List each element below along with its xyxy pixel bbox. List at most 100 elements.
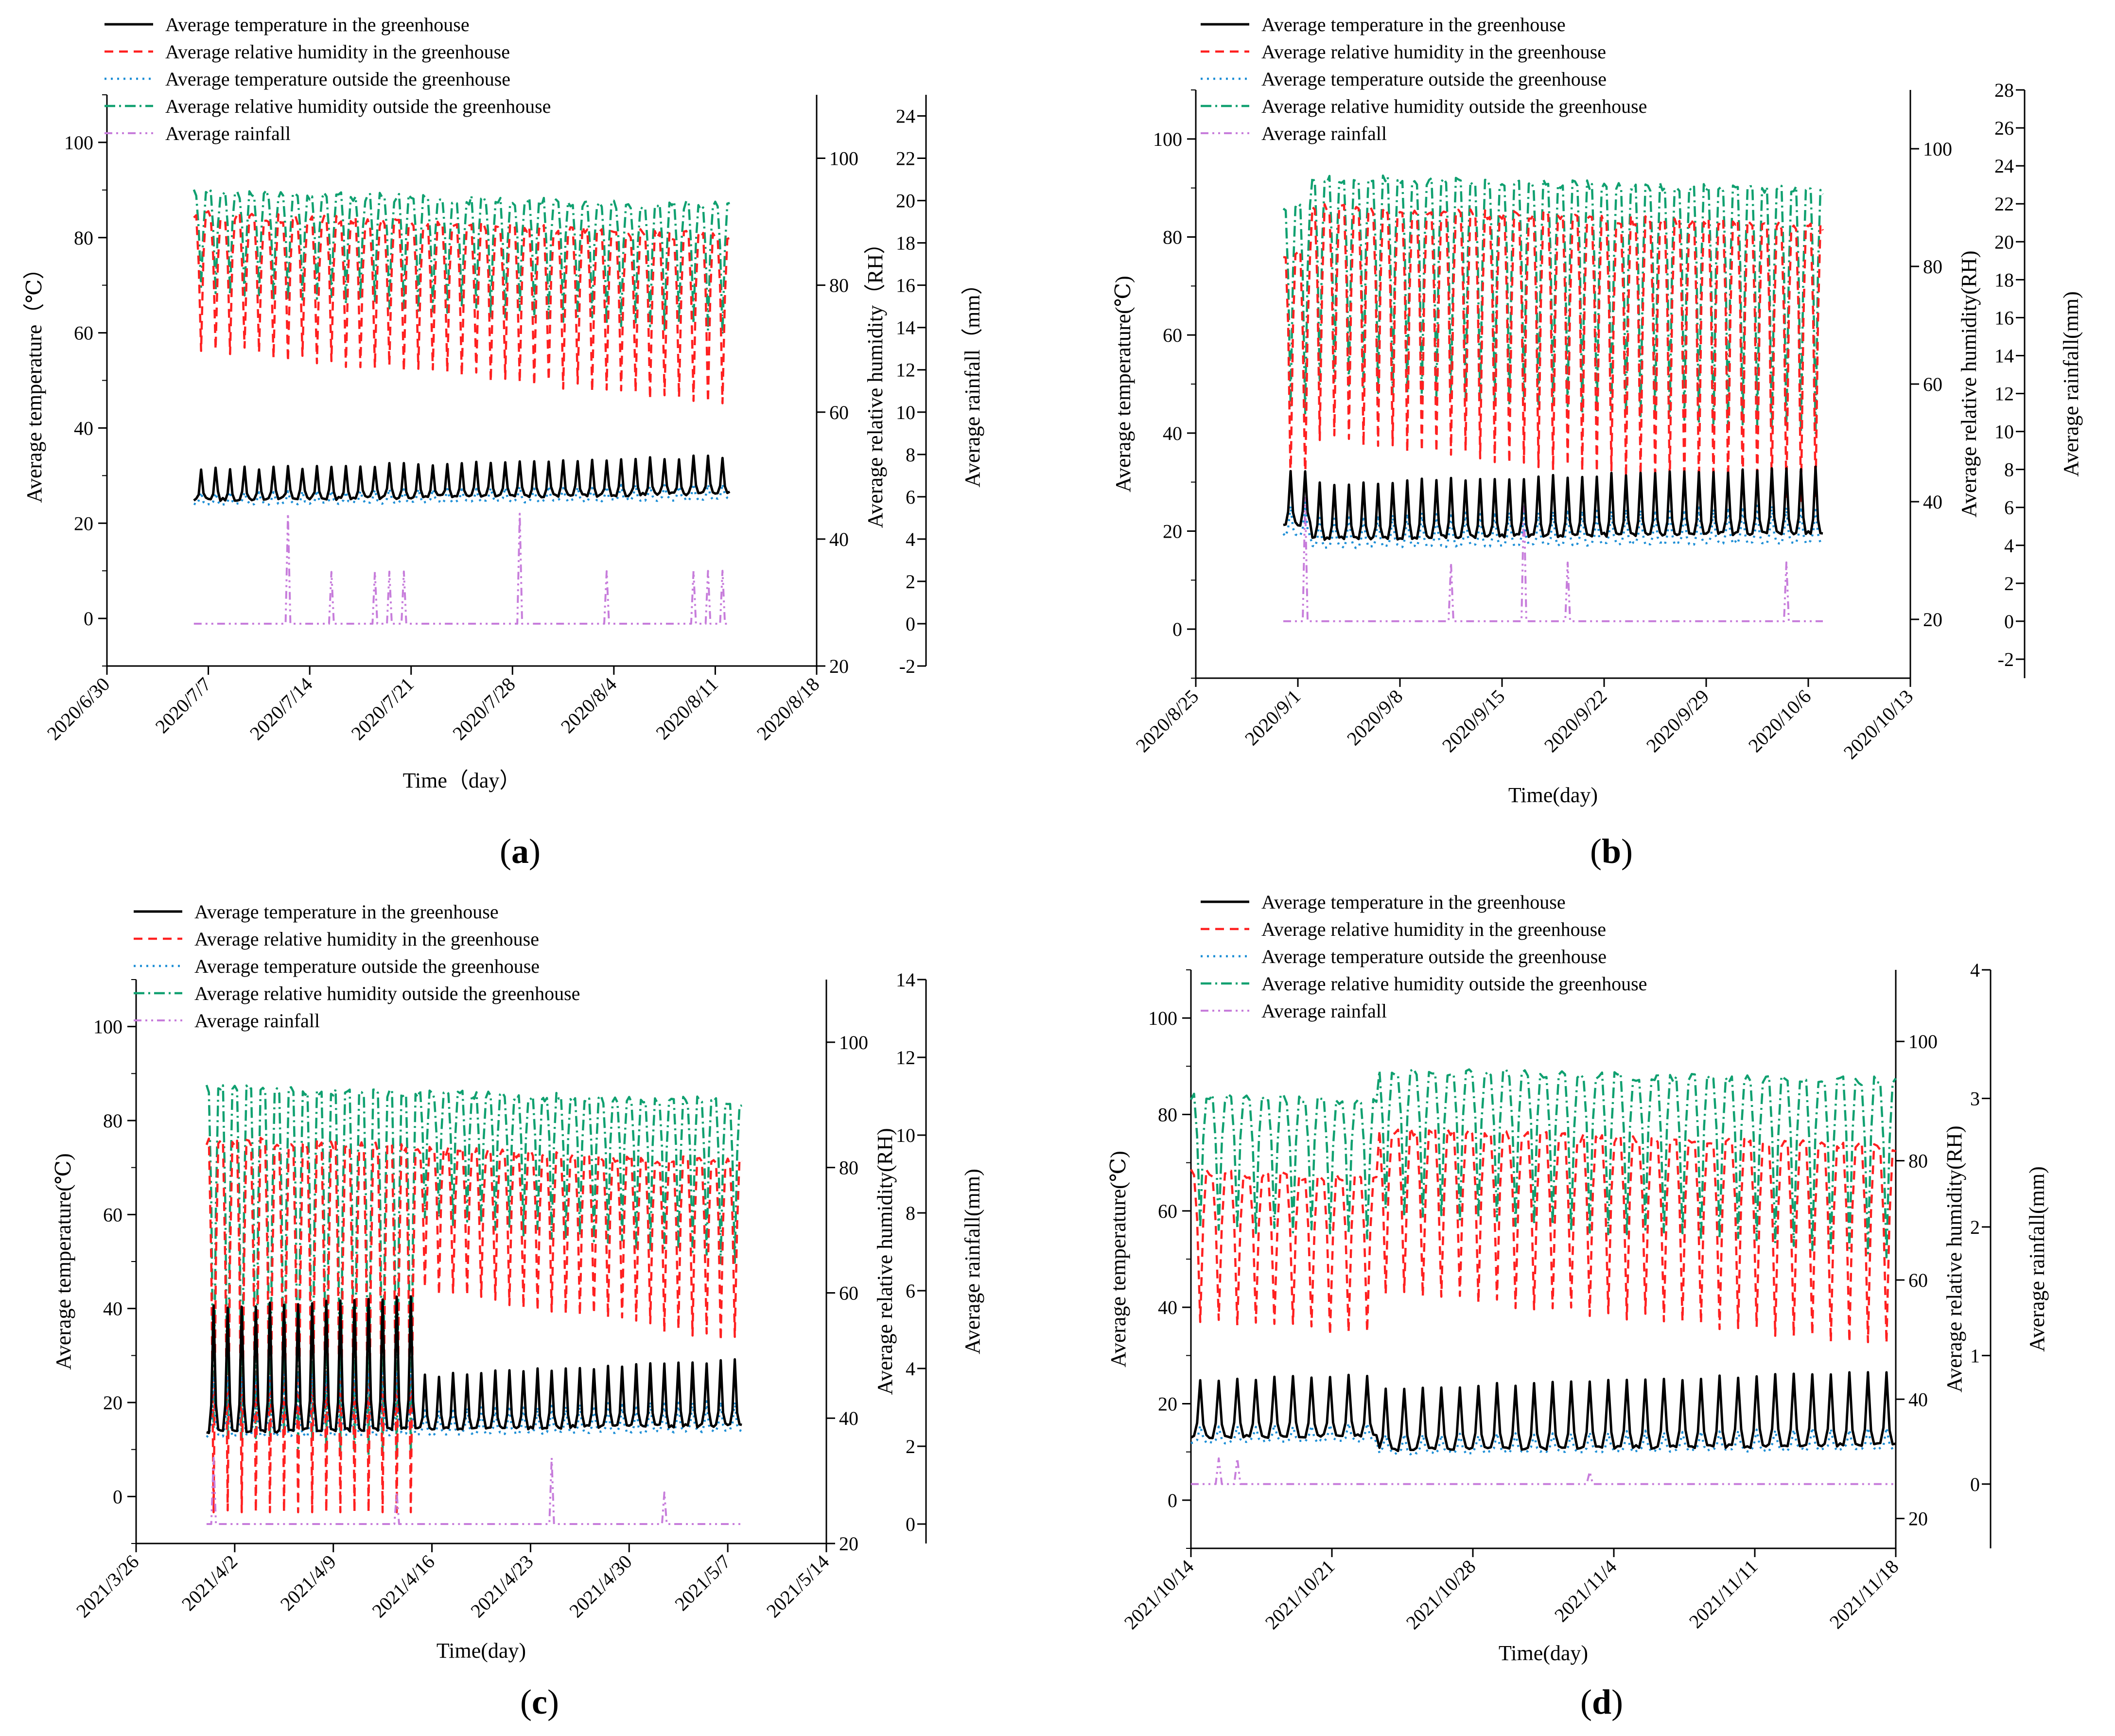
x-tick-label: 2020/9/8 [1343, 685, 1407, 750]
rain-tick-label: 0 [906, 1513, 915, 1535]
rh-tick-label: 40 [1923, 491, 1942, 513]
legend-label-rain: Average rainfall [1261, 1000, 1387, 1022]
rain-tick-label: 28 [1994, 79, 2014, 101]
y-axis-title-rh: Average relative humidity(RH) [873, 1128, 897, 1395]
y-axis-title-rh: Average relative humidity(RH) [1942, 1126, 1966, 1393]
left-tick-label: 60 [74, 322, 93, 344]
x-tick-label: 2020/7/14 [245, 673, 317, 745]
rain-tick-label: 26 [1994, 117, 2014, 139]
rain-tick-label: 4 [2004, 535, 2014, 557]
y-axis-title-left: Average temperature(℃) [1106, 1151, 1130, 1367]
left-tick-label: 80 [74, 227, 93, 249]
rain-tick-label: 4 [1970, 959, 1980, 981]
rh-tick-label: 100 [1908, 1031, 1938, 1052]
rain-tick-label: 8 [2004, 459, 2014, 481]
x-tick-label: 2020/10/13 [1839, 685, 1918, 764]
rain-tick-label: 14 [896, 317, 915, 339]
left-tick-label: 60 [1163, 324, 1182, 346]
rain-tick-label: 2 [906, 571, 915, 593]
rain-tick-label: 0 [2004, 611, 2014, 632]
rain-tick-label: 10 [896, 402, 915, 423]
series-line-rain [206, 1457, 742, 1525]
left-tick-label: 0 [1172, 618, 1182, 640]
rh-tick-label: 20 [839, 1533, 858, 1555]
rain-tick-label: 8 [906, 1202, 915, 1224]
x-tick-label: 2021/10/21 [1261, 1556, 1339, 1634]
rain-tick-label: 10 [1994, 421, 2014, 443]
panel-b: 02040608010020406080100-2024681012141618… [1111, 14, 2083, 871]
rain-tick-label: -2 [899, 655, 915, 677]
series-line-rain [1191, 1457, 1896, 1485]
x-tick-label: 2020/8/18 [752, 673, 824, 745]
legend-label-rh-out: Average relative humidity outside the gr… [1261, 95, 1647, 117]
series-line-rh-in [1190, 1126, 1896, 1344]
legend-label-rh-in: Average relative humidity in the greenho… [165, 41, 510, 63]
rain-tick-label: 22 [896, 148, 915, 170]
panel-c: 0 20 40 60 80 100 20 40 60 80 100 0 2 4 6 8 10 12 14 2021/3… [52, 901, 984, 1721]
series-line-rain [193, 512, 730, 625]
left-tick-label: 60 [103, 1204, 122, 1226]
panel-d: 0 20 40 60 80 100 20 40 60 80 100 0 1 2 3 4 2021/10/14 20… [1106, 891, 2049, 1721]
rain-tick-label: 24 [1994, 155, 2014, 177]
rain-tick-label: 0 [906, 613, 915, 635]
rain-tick-label: 14 [896, 969, 915, 991]
rh-tick-label: 80 [829, 275, 849, 297]
rain-tick-label: 16 [896, 275, 915, 297]
rain-tick-label: 14 [1994, 345, 2014, 367]
legend-label-temp-in: Average temperature in the greenhouse [1261, 891, 1566, 913]
x-tick-label: 2021/5/7 [670, 1551, 734, 1615]
panel-caption: (b) [1590, 832, 1633, 871]
legend-label-temp-out: Average temperature outside the greenhou… [194, 955, 540, 977]
left-tick-label: 20 [74, 512, 93, 534]
x-tick-label: 2021/4/30 [565, 1551, 636, 1622]
rh-tick-label: 20 [829, 655, 849, 677]
series-line-rh-out [192, 189, 730, 335]
rain-tick-label: 6 [2004, 497, 2014, 519]
rain-tick-label: 12 [896, 359, 915, 381]
legend-label-rh-in: Average relative humidity in the greenho… [194, 928, 539, 950]
rh-tick-label: 80 [1923, 256, 1942, 278]
x-tick-label: 2020/9/15 [1438, 685, 1509, 757]
rain-tick-label: 8 [906, 444, 915, 466]
legend-label-temp-out: Average temperature outside the greenhou… [1261, 946, 1607, 967]
rain-tick-label: 0 [1970, 1473, 1980, 1495]
series-line-temp-out [193, 482, 731, 507]
left-tick-label: 80 [1158, 1104, 1177, 1126]
series-line-rh-in [193, 210, 730, 404]
series-line-rain [1283, 497, 1823, 622]
rain-tick-label: 2 [2004, 573, 2014, 595]
left-tick-label: 0 [1168, 1490, 1177, 1511]
series-line-temp-in [1283, 465, 1823, 541]
legend-label-temp-in: Average temperature in the greenhouse [1261, 14, 1566, 35]
legend-label-rain: Average rainfall [1261, 123, 1387, 144]
rain-tick-label: 18 [1994, 269, 2014, 291]
legend-label-rh-out: Average relative humidity outside the gr… [165, 95, 551, 117]
series-line-rh-out [205, 1084, 743, 1460]
x-tick-label: 2021/11/11 [1685, 1556, 1762, 1633]
rh-tick-label: 60 [1923, 373, 1942, 395]
rain-tick-label: 18 [896, 232, 915, 254]
x-tick-label: 2020/7/7 [151, 673, 215, 737]
x-tick-label: 2021/10/28 [1402, 1556, 1480, 1634]
left-tick-label: 20 [103, 1392, 122, 1414]
y-axis-title-rain: Average rainfall(mm) [2025, 1166, 2049, 1352]
x-tick-label: 2021/4/9 [276, 1551, 340, 1615]
left-tick-label: 20 [1163, 521, 1182, 543]
rh-tick-label: 60 [829, 402, 849, 423]
rain-tick-label: 20 [896, 190, 915, 212]
x-tick-label: 2021/3/26 [72, 1551, 143, 1622]
rh-tick-label: 60 [839, 1282, 858, 1304]
left-tick-label: 100 [1148, 1007, 1177, 1029]
rain-tick-label: 6 [906, 1280, 915, 1302]
left-tick-label: 0 [113, 1486, 122, 1508]
x-tick-label: 2020/9/22 [1540, 685, 1611, 757]
y-axis-title-rh: Average relative humidity（RH） [863, 233, 887, 528]
panel-caption: (d) [1580, 1683, 1623, 1721]
left-tick-label: 100 [64, 132, 93, 154]
rain-tick-label: 3 [1970, 1087, 1980, 1109]
left-tick-label: 40 [103, 1298, 122, 1320]
rain-tick-label: 12 [896, 1047, 915, 1069]
y-axis-title-rain: Average rainfall（mm） [961, 273, 984, 487]
rain-tick-label: 20 [1994, 231, 2014, 253]
x-tick-label: 2021/10/14 [1120, 1556, 1198, 1634]
